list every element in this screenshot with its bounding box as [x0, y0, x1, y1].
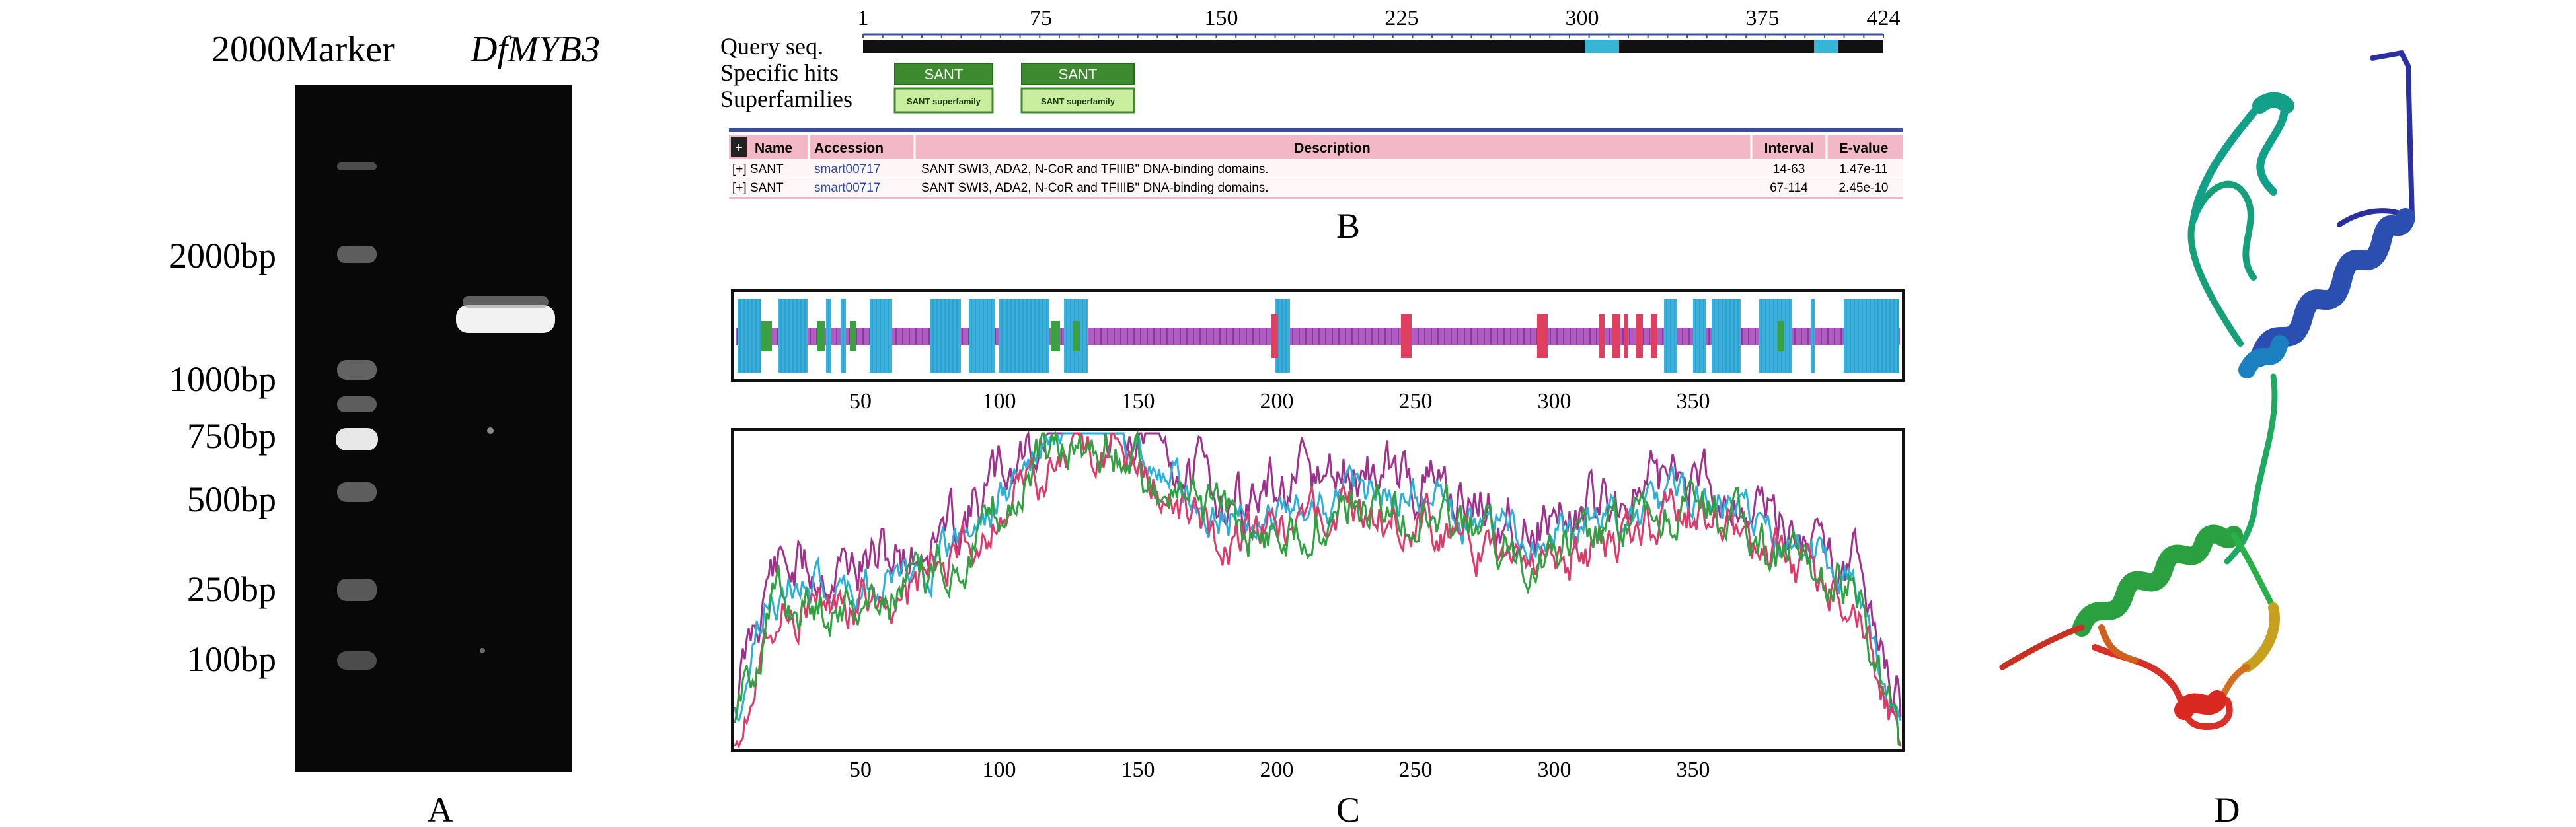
track-tick-200: 200 [1260, 389, 1294, 413]
tick-424: 424 [1867, 6, 1901, 30]
ladder-label-2000: 2000bp [169, 236, 276, 275]
profile-lines [734, 429, 1902, 749]
col-accession: Accession [814, 141, 884, 156]
tick-150: 150 [1205, 6, 1238, 30]
track-ticks: 50 100 150 200 250 300 350 [849, 389, 1710, 413]
label-specific-hits: Specific hits [720, 59, 839, 86]
plot-tick-150: 150 [1121, 758, 1155, 782]
tick-375: 375 [1746, 6, 1780, 30]
row2-evalue: 2.45e-10 [1838, 181, 1888, 195]
label-query-seq: Query seq. [720, 33, 823, 59]
track-tick-100: 100 [983, 389, 1016, 413]
row1-evalue: 1.47e-11 [1839, 162, 1888, 176]
helix-blocks [738, 299, 1899, 373]
col-name: Name [755, 141, 792, 156]
track-tick-350: 350 [1677, 389, 1710, 413]
col-interval: Interval [1764, 141, 1814, 156]
domain-table: + Name Accession Description Interval E-… [729, 128, 1903, 199]
track-tick-150: 150 [1121, 389, 1155, 413]
gene-header: DfMYB3 [470, 29, 600, 70]
query-sequence-bar [863, 40, 1883, 53]
ladder-label-250: 250bp [187, 569, 276, 609]
ladder-labels: 2000bp 1000bp 750bp 500bp 250bp 100bp [169, 236, 276, 679]
table-row [729, 160, 1903, 177]
tick-1: 1 [858, 6, 869, 30]
svg-text:+: + [735, 141, 743, 155]
panel-a: 2000Marker DfMYB3 2000bp 1000bp 750bp 50… [169, 29, 600, 827]
caption-c: C [1336, 790, 1360, 827]
row2-interval: 67-114 [1770, 181, 1808, 195]
caption-d: D [2215, 790, 2240, 827]
gel-image [295, 85, 572, 772]
label-superfamilies: Superfamilies [720, 86, 852, 112]
protein-ribbon [1999, 50, 2415, 730]
specific-hit-2-label: SANT [1059, 66, 1098, 83]
ladder-label-100: 100bp [187, 639, 276, 679]
caption-b: B [1336, 206, 1360, 246]
profile-plot [731, 428, 1905, 752]
plot-tick-300: 300 [1538, 758, 1572, 782]
row2-description: SANT SWI3, ADA2, N-CoR and TFIIIB" DNA-b… [921, 181, 1269, 195]
specific-hit-1[interactable] [894, 63, 993, 85]
row2-accession[interactable]: smart00717 [814, 181, 880, 195]
ladder-label-1000: 1000bp [169, 359, 276, 399]
specific-hit-2[interactable] [1021, 63, 1135, 85]
plot-tick-250: 250 [1399, 758, 1433, 782]
superfamily-1-label: SANT superfamily [907, 96, 981, 106]
superfamily-1[interactable] [893, 87, 994, 114]
table-header-row [729, 135, 1903, 159]
row1-name: [+] SANT [732, 162, 784, 176]
specific-hit-1-label: SANT [925, 66, 964, 83]
row1-interval: 14-63 [1773, 162, 1805, 176]
row1-description: SANT SWI3, ADA2, N-CoR and TFIIIB" DNA-b… [921, 162, 1269, 176]
marker-header: 2000Marker [211, 29, 395, 70]
row2-name: [+] SANT [732, 181, 784, 195]
track-tick-50: 50 [849, 389, 872, 413]
ladder-label-500: 500bp [187, 480, 276, 519]
row1-accession[interactable]: smart00717 [814, 162, 880, 176]
ladder-label-750: 750bp [187, 416, 276, 456]
superfamily-2[interactable] [1020, 87, 1135, 114]
panel-b: Query seq. Specific hits Superfamilies 1… [720, 6, 1903, 246]
ladder-bands [336, 162, 378, 670]
superfamily-2-label: SANT superfamily [1041, 96, 1116, 106]
plot-tick-200: 200 [1260, 758, 1294, 782]
plot-tick-50: 50 [849, 758, 872, 782]
track-tick-300: 300 [1538, 389, 1572, 413]
plot-tick-350: 350 [1677, 758, 1710, 782]
plot-tick-100: 100 [983, 758, 1016, 782]
panel-c: 50 100 150 200 250 300 350 50 100 150 20… [731, 289, 1905, 827]
col-description: Description [1294, 141, 1371, 156]
tick-225: 225 [1385, 6, 1419, 30]
table-row [729, 178, 1903, 196]
strand-blocks [761, 314, 1784, 358]
tick-300: 300 [1566, 6, 1599, 30]
col-evalue: E-value [1839, 141, 1889, 156]
track-tick-250: 250 [1399, 389, 1433, 413]
query-ticks: 1 75 150 225 300 375 424 [858, 6, 1901, 30]
profile-ticks: 50 100 150 200 250 300 350 [849, 758, 1710, 782]
caption-a: A [428, 790, 453, 827]
tick-75: 75 [1030, 6, 1052, 30]
panel-d: D [1999, 50, 2415, 827]
sample-band [456, 305, 555, 333]
